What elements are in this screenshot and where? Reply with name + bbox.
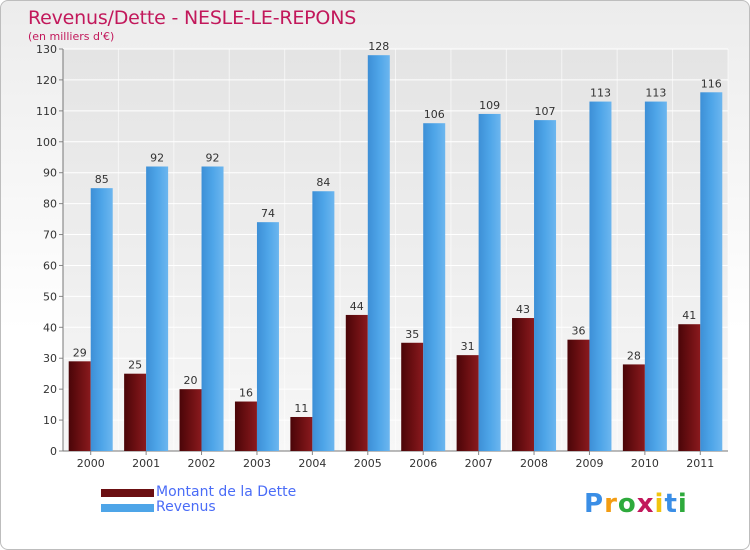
data-label: 74 <box>261 207 275 220</box>
bar-dette <box>622 364 645 451</box>
bar-revenus <box>423 123 446 451</box>
bar-dette <box>678 324 701 451</box>
x-tick-label: 2007 <box>465 457 493 470</box>
data-label: 109 <box>479 99 500 112</box>
bar-revenus <box>90 188 113 451</box>
bar-revenus <box>367 55 390 451</box>
y-tick-label: 100 <box>36 136 57 149</box>
x-tick-label: 2000 <box>77 457 105 470</box>
x-tick-label: 2003 <box>243 457 271 470</box>
y-tick-label: 130 <box>36 43 57 56</box>
data-label: 85 <box>95 173 109 186</box>
bar-revenus <box>256 222 279 451</box>
x-tick-label: 2011 <box>686 457 714 470</box>
bar-revenus <box>146 166 169 451</box>
data-label: 11 <box>294 402 308 415</box>
proxiti-logo: Proxiti <box>584 489 688 519</box>
bar-dette <box>124 373 147 451</box>
bar-revenus <box>201 166 224 451</box>
y-tick-label: 110 <box>36 105 57 118</box>
x-tick-label: 2001 <box>132 457 160 470</box>
bar-revenus <box>534 120 557 451</box>
y-tick-label: 70 <box>43 229 57 242</box>
logo-letter: x <box>636 489 655 519</box>
logo-letter: P <box>584 489 605 519</box>
x-tick-label: 2008 <box>520 457 548 470</box>
data-label: 106 <box>424 108 445 121</box>
legend-swatch-dette <box>101 489 154 497</box>
logo-letter: o <box>617 489 637 519</box>
legend-label-dette: Montant de la Dette <box>156 484 297 500</box>
x-tick-label: 2005 <box>354 457 382 470</box>
data-label: 44 <box>350 300 364 313</box>
bar-dette <box>401 342 424 451</box>
bar-revenus <box>312 191 335 451</box>
bar-dette <box>68 361 91 451</box>
logo-letter: t <box>664 489 678 519</box>
legend-label-revenus: Revenus <box>156 499 216 515</box>
data-label: 28 <box>627 349 641 362</box>
data-label: 128 <box>368 40 389 53</box>
x-tick-label: 2004 <box>298 457 326 470</box>
y-tick-label: 40 <box>43 321 57 334</box>
data-label: 92 <box>206 152 220 165</box>
logo-letter: i <box>654 489 665 519</box>
y-tick-label: 120 <box>36 74 57 87</box>
chart-title: Revenus/Dette - NESLE-LE-REPONS <box>28 7 357 29</box>
bar-revenus <box>589 101 612 452</box>
bar-dette <box>456 355 479 451</box>
y-tick-label: 10 <box>43 414 57 427</box>
data-label: 31 <box>461 340 475 353</box>
y-tick-label: 0 <box>50 445 57 458</box>
data-label: 16 <box>239 387 253 400</box>
data-label: 41 <box>682 309 696 322</box>
y-tick-label: 90 <box>43 167 57 180</box>
logo-letter: i <box>677 489 688 519</box>
bar-dette <box>179 389 202 451</box>
data-label: 43 <box>516 303 530 316</box>
y-tick-label: 50 <box>43 290 57 303</box>
data-label: 25 <box>128 359 142 372</box>
legend-swatch-revenus <box>101 504 154 512</box>
bar-revenus <box>700 92 723 452</box>
y-tick-label: 30 <box>43 352 57 365</box>
x-tick-label: 2010 <box>631 457 659 470</box>
x-tick-label: 2006 <box>409 457 437 470</box>
data-label: 35 <box>405 328 419 341</box>
bar-dette <box>567 339 590 451</box>
bar-dette <box>290 416 313 451</box>
logo-letter: r <box>604 489 618 519</box>
data-label: 36 <box>571 325 585 338</box>
data-label: 107 <box>535 105 556 118</box>
data-label: 84 <box>316 176 330 189</box>
chart-subtitle: (en milliers d'€) <box>28 30 115 43</box>
data-label: 116 <box>701 77 722 90</box>
bar-dette <box>345 314 368 451</box>
bar-revenus <box>644 101 667 452</box>
data-label: 92 <box>150 152 164 165</box>
y-tick-label: 20 <box>43 383 57 396</box>
y-tick-label: 80 <box>43 198 57 211</box>
bar-dette <box>234 401 257 451</box>
data-label: 113 <box>645 87 666 100</box>
x-tick-label: 2009 <box>575 457 603 470</box>
data-label: 29 <box>73 346 87 359</box>
y-tick-label: 60 <box>43 259 57 272</box>
x-tick-label: 2002 <box>188 457 216 470</box>
bar-dette <box>512 318 535 451</box>
bar-revenus <box>478 113 501 451</box>
data-label: 20 <box>184 374 198 387</box>
data-label: 113 <box>590 87 611 100</box>
